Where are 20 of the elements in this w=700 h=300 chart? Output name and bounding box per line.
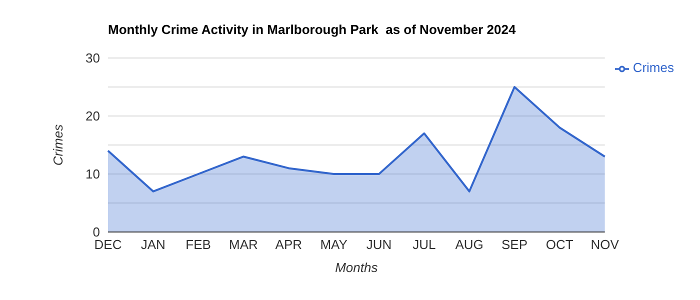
y-tick-label: 20 — [86, 108, 100, 124]
x-tick-label: FEB — [186, 237, 211, 252]
x-tick-label: AUG — [455, 237, 484, 252]
x-axis-title: Months — [335, 260, 378, 275]
y-axis-title: Crimes — [50, 124, 66, 166]
x-tick-label: APR — [275, 237, 302, 252]
x-tick-label: JAN — [140, 237, 166, 252]
y-tick-label: 30 — [86, 50, 100, 66]
chart-title: Monthly Crime Activity in Marlborough Park as of November 2024 — [108, 22, 516, 37]
legend-label: Crimes — [632, 60, 674, 75]
x-tick-label: MAR — [229, 237, 258, 252]
x-tick-label: OCT — [546, 237, 574, 252]
y-tick-label: 10 — [86, 166, 100, 182]
x-tick-label: NOV — [590, 237, 620, 252]
x-tick-label: JUL — [412, 237, 436, 252]
x-tick-label: JUN — [366, 237, 392, 252]
x-tick-label: SEP — [501, 237, 528, 252]
y-tick-label: 0 — [92, 224, 100, 240]
x-tick-label: MAY — [320, 237, 348, 252]
x-tick-label: DEC — [94, 237, 122, 252]
